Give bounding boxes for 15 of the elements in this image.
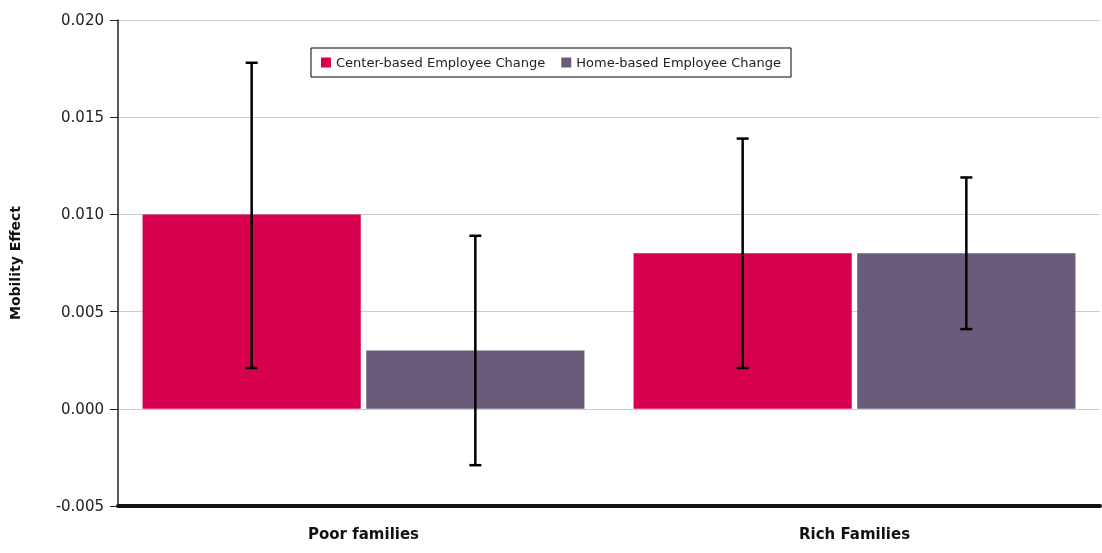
- y-axis-title: Mobility Effect: [7, 205, 23, 321]
- y-tick-label: 0.010: [61, 205, 104, 224]
- x-tick-label: Poor families: [307, 524, 420, 543]
- y-tick-label: 0.015: [61, 108, 104, 127]
- x-tick-label: Rich Families: [798, 524, 911, 543]
- bar: [633, 253, 852, 409]
- bar: [366, 350, 585, 409]
- bar: [857, 253, 1076, 409]
- bar: [142, 214, 361, 409]
- legend-label: Home-based Employee Change: [576, 55, 782, 70]
- y-tick-label: 0.005: [61, 302, 104, 321]
- y-tick-label: 0.000: [61, 399, 104, 418]
- y-tick-label: -0.005: [55, 497, 104, 515]
- y-tick-label: 0.020: [61, 11, 104, 29]
- legend-label: Center-based Employee Change: [335, 55, 546, 70]
